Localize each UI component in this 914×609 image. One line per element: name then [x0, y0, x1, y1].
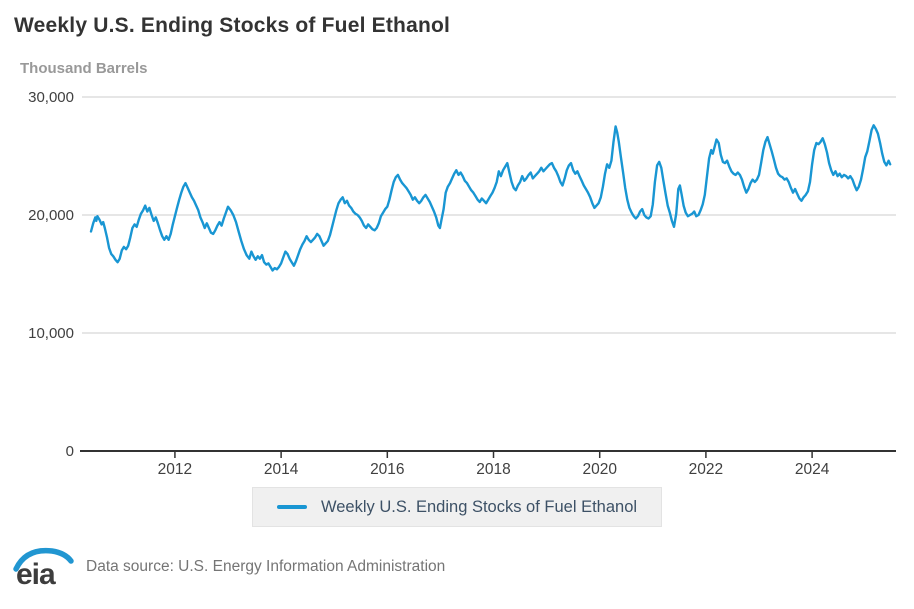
eia-logo-swoosh-icon [13, 547, 74, 572]
x-tick-label-2014: 2014 [264, 461, 299, 478]
y-axis-units-label: Thousand Barrels [20, 60, 148, 77]
eia-logo-text: eia [16, 558, 56, 590]
x-tick-label-2012: 2012 [158, 461, 192, 478]
y-tick-label-20000: 20,000 [28, 207, 74, 224]
data-source-text: Data source: U.S. Energy Information Adm… [86, 558, 446, 575]
plot-area: 0 10,000 20,000 30,000 2012 2014 2016 2018 2020 2… [28, 89, 896, 478]
x-tick-label-2022: 2022 [689, 461, 723, 478]
y-tick-label-30000: 30,000 [28, 89, 74, 106]
eia-logo: eia [13, 547, 74, 590]
chart-title: Weekly U.S. Ending Stocks of Fuel Ethano… [14, 14, 451, 37]
legend-item-fuel-ethanol[interactable]: Weekly U.S. Ending Stocks of Fuel Ethano… [276, 497, 638, 517]
series-line-0 [89, 124, 892, 272]
x-tick-label-2024: 2024 [795, 461, 830, 478]
legend-label: Weekly U.S. Ending Stocks of Fuel Ethano… [320, 497, 638, 516]
y-tick-label-0: 0 [66, 443, 74, 460]
legend-line-swatch [276, 505, 307, 509]
x-tick-label-2016: 2016 [370, 461, 404, 478]
legend: Weekly U.S. Ending Stocks of Fuel Ethano… [252, 487, 662, 527]
x-tick-label-2018: 2018 [476, 461, 510, 478]
footer: eia Data source: U.S. Energy Information… [12, 544, 445, 590]
y-tick-label-10000: 10,000 [28, 325, 74, 342]
x-tick-label-2020: 2020 [582, 461, 617, 478]
